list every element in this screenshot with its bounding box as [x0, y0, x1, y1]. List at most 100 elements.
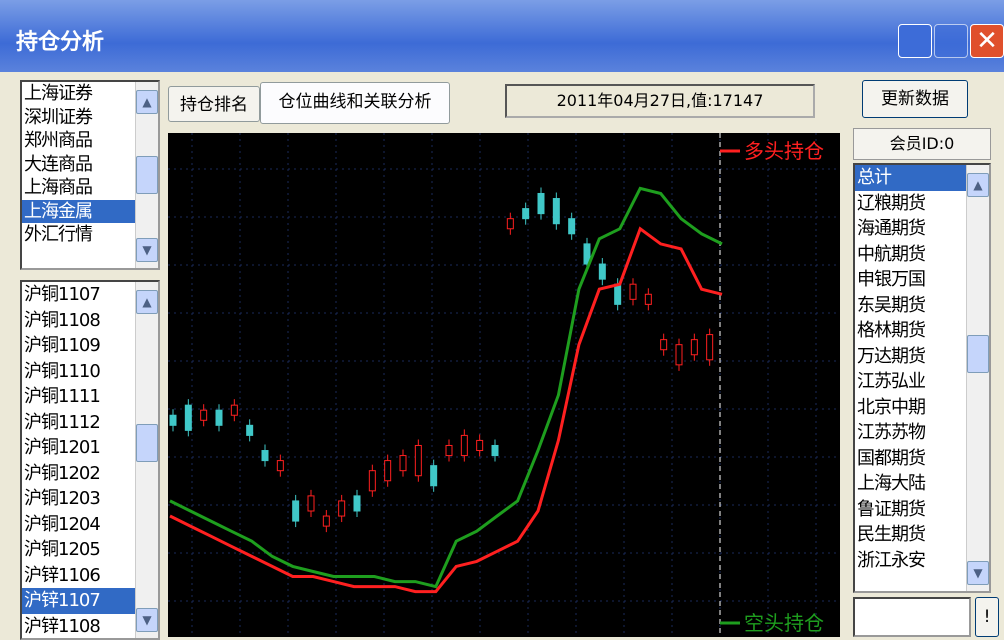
- list-item[interactable]: 江苏苏物: [857, 422, 926, 443]
- list-item[interactable]: 北京中期: [857, 396, 926, 418]
- candle-body: [629, 283, 637, 300]
- candle-body: [445, 444, 453, 457]
- list-item[interactable]: 沪锌1106: [24, 564, 101, 586]
- candle-body: [261, 450, 269, 462]
- series-line: [169, 186, 723, 589]
- list-item[interactable]: 沪铜1111: [24, 386, 101, 407]
- tab-active[interactable]: 仓位曲线和关联分析: [260, 82, 450, 124]
- input-field[interactable]: [853, 597, 971, 637]
- candle-body: [184, 404, 192, 431]
- list-item[interactable]: 国都期货: [857, 447, 926, 469]
- list-item[interactable]: 海通期货: [857, 218, 926, 239]
- candle-body: [583, 243, 591, 265]
- list-item[interactable]: 沪铜1107: [24, 284, 101, 305]
- candle-body: [660, 339, 668, 351]
- candle-body: [276, 460, 284, 472]
- scroll-thumb[interactable]: [967, 335, 989, 374]
- candle-body: [614, 283, 622, 305]
- market-list[interactable]: 上海证券 深圳证券 郑州商品 大连商品 上海商品 上海金属 外汇行情 ▲ ▼: [20, 80, 160, 270]
- list-item[interactable]: 沪铜1112: [24, 411, 101, 433]
- scroll-down[interactable]: ▼: [136, 608, 158, 632]
- candle-body: [399, 455, 407, 472]
- scroll-thumb[interactable]: [136, 156, 158, 195]
- candle-body: [353, 495, 361, 512]
- list-item[interactable]: 沪锌1107: [22, 588, 136, 614]
- scroll-down[interactable]: ▼: [967, 561, 989, 585]
- scrollbar: ▲ ▼: [135, 82, 158, 268]
- scroll-thumb[interactable]: [136, 424, 158, 463]
- list-item[interactable]: 上海证券: [24, 83, 93, 104]
- candle-body: [644, 293, 652, 305]
- list-item[interactable]: 沪铜1110: [24, 360, 101, 382]
- candle-body: [537, 192, 545, 215]
- scroll-up[interactable]: ▲: [136, 290, 158, 314]
- candle-body: [476, 439, 484, 452]
- candle-body: [506, 218, 514, 230]
- candle-body: [460, 434, 468, 457]
- chart-bg: [168, 133, 840, 637]
- list-item[interactable]: 鲁证期货: [857, 498, 926, 520]
- candle-body: [384, 460, 392, 482]
- list-item[interactable]: 沪锌1108: [24, 615, 101, 637]
- list-item[interactable]: 江苏弘业: [857, 371, 926, 392]
- candle-body: [706, 334, 714, 361]
- candle-body: [414, 444, 422, 477]
- candle-body: [292, 500, 300, 522]
- list-item[interactable]: 外汇行情: [24, 224, 93, 245]
- candle-body: [215, 409, 223, 426]
- list-item[interactable]: 沪铜1202: [24, 462, 101, 484]
- list-item[interactable]: 沪铜1203: [24, 488, 101, 509]
- candle-body: [338, 500, 346, 517]
- scroll-up[interactable]: ▲: [136, 90, 158, 114]
- list-item[interactable]: 上海大陆: [857, 473, 926, 494]
- update-button[interactable]: 更新数据: [862, 80, 968, 118]
- list-item[interactable]: 沪铜1204: [24, 513, 101, 535]
- candle-body: [368, 470, 376, 492]
- list-item[interactable]: 中航期货: [857, 243, 926, 265]
- list-item[interactable]: 民生期货: [857, 524, 926, 545]
- list-items: 上海证券 深圳证券 郑州商品 大连商品 上海商品 上海金属 外汇行情: [22, 82, 136, 247]
- scroll-down[interactable]: ▼: [136, 238, 158, 262]
- series-line: [169, 226, 723, 594]
- list-item[interactable]: 沪铜1205: [24, 539, 101, 560]
- list-item[interactable]: 沪铜1108: [24, 309, 101, 331]
- list-item[interactable]: 万达期货: [857, 345, 926, 367]
- go-button[interactable]: !: [975, 597, 999, 637]
- maximize-button[interactable]: [934, 24, 968, 58]
- contract-list[interactable]: 沪铜1107 沪铜1108 沪铜1109 沪铜1110 沪铜1111 沪铜1112 沪铜12…: [20, 280, 160, 640]
- legend-label: 空头持仓: [744, 611, 824, 635]
- candle-body: [522, 208, 530, 220]
- list-item[interactable]: 郑州商品: [24, 130, 93, 151]
- list-item[interactable]: 总计: [855, 165, 967, 191]
- list-item[interactable]: 格林期货: [857, 320, 926, 341]
- candle-body: [169, 414, 177, 426]
- scroll-up[interactable]: ▲: [967, 173, 989, 197]
- member-list[interactable]: 总计 辽粮期货海通期货中航期货申银万国东吴期货格林期货万达期货江苏弘业北京中期江苏…: [853, 163, 991, 593]
- list-item[interactable]: 沪铜1109: [24, 335, 101, 356]
- list-item[interactable]: 大连商品: [24, 153, 93, 175]
- candle-body: [322, 515, 330, 527]
- list-item[interactable]: 辽粮期货: [857, 192, 926, 214]
- list-item[interactable]: 深圳证券: [24, 106, 93, 128]
- close-button[interactable]: ✕: [970, 24, 1004, 58]
- candle-body: [230, 404, 238, 416]
- candle-body: [675, 344, 683, 366]
- title-bar: 持仓分析: [0, 0, 1004, 72]
- list-item[interactable]: 沪铜1201: [24, 437, 101, 458]
- candle-body: [200, 409, 208, 421]
- tab[interactable]: 持仓排名: [168, 86, 260, 122]
- legend-label: 多头持仓: [744, 139, 824, 163]
- list-item[interactable]: 东吴期货: [857, 294, 926, 316]
- candle-body: [598, 263, 606, 280]
- list-item[interactable]: 上海商品: [24, 177, 93, 198]
- minimize-button[interactable]: [898, 24, 932, 58]
- candle-body: [552, 198, 560, 225]
- candle-body: [491, 444, 499, 457]
- list-item[interactable]: 浙江永安: [857, 549, 926, 571]
- list-item[interactable]: 申银万国: [857, 269, 926, 290]
- list-item[interactable]: 上海金属: [22, 199, 136, 223]
- scrollbar: ▲ ▼: [135, 282, 158, 638]
- scrollbar: ▲ ▼: [966, 165, 989, 591]
